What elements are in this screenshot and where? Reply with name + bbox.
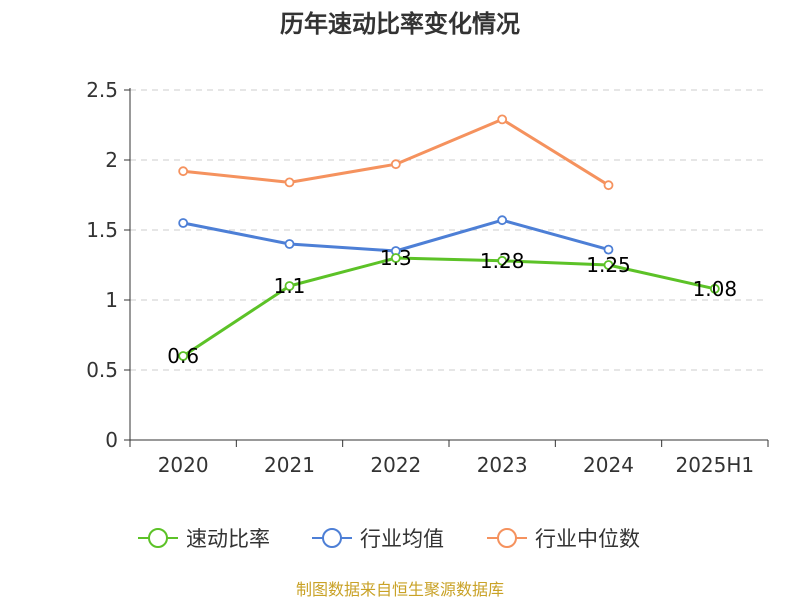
data-point xyxy=(497,255,508,266)
data-label: 1.3 xyxy=(380,246,412,270)
legend-label: 速动比率 xyxy=(186,527,270,551)
legend-item: 速动比率 xyxy=(138,527,270,551)
data-point xyxy=(497,114,508,125)
data-point xyxy=(284,281,295,291)
data-labels: 0.6 1.1 1.3 1.28 1.25 1.08 xyxy=(167,246,737,368)
data-point xyxy=(709,283,720,294)
data-label: 0.6 xyxy=(167,344,199,368)
chart-title: 历年速动比率变化情况 xyxy=(280,10,520,38)
legend-item: 行业中位数 xyxy=(487,527,640,551)
data-label: 1.1 xyxy=(274,274,306,298)
x-tick-label: 2020 xyxy=(158,453,209,477)
y-tick-label: 1 xyxy=(105,288,118,312)
data-point xyxy=(178,166,189,177)
x-tick-label: 2021 xyxy=(264,453,315,477)
legend-label: 行业中位数 xyxy=(535,527,640,551)
data-point xyxy=(178,218,189,228)
y-tick-label: 0.5 xyxy=(86,358,118,382)
data-point xyxy=(178,351,189,361)
series xyxy=(178,114,720,361)
legend-item: 行业均值 xyxy=(312,527,444,551)
legend-marker xyxy=(322,528,342,548)
axes: 0 0.5 1 1.5 2 2.5 2020 2021 2022 2023 2024 2025H1 xyxy=(86,78,769,477)
data-point xyxy=(284,239,295,249)
data-label: 1.25 xyxy=(586,253,631,277)
legend-marker xyxy=(148,528,168,548)
data-point xyxy=(603,260,614,270)
y-tick-label: 2 xyxy=(105,148,118,172)
data-point xyxy=(603,180,614,191)
legend-marker xyxy=(497,528,517,548)
series-line xyxy=(183,117,610,187)
y-tick-label: 0 xyxy=(105,428,118,452)
source-note: 制图数据来自恒生聚源数据库 xyxy=(296,580,504,599)
legend-label: 行业均值 xyxy=(360,527,444,551)
x-tick-label: 2022 xyxy=(370,453,421,477)
data-point xyxy=(390,159,401,170)
y-tick-label: 2.5 xyxy=(86,78,118,102)
series-line xyxy=(182,256,716,358)
data-label: 1.28 xyxy=(480,249,525,273)
grid xyxy=(130,89,768,371)
y-tick-label: 1.5 xyxy=(86,218,118,242)
data-point xyxy=(603,244,614,255)
data-point xyxy=(284,177,295,188)
data-point xyxy=(497,215,508,226)
x-tick-label: 2024 xyxy=(583,453,634,477)
data-point xyxy=(390,253,401,263)
x-tick-label: 2025H1 xyxy=(675,453,754,477)
x-tick-label: 2023 xyxy=(477,453,528,477)
legend: 速动比率 行业均值 行业中位数 xyxy=(138,527,640,551)
data-label: 1.08 xyxy=(693,277,738,301)
